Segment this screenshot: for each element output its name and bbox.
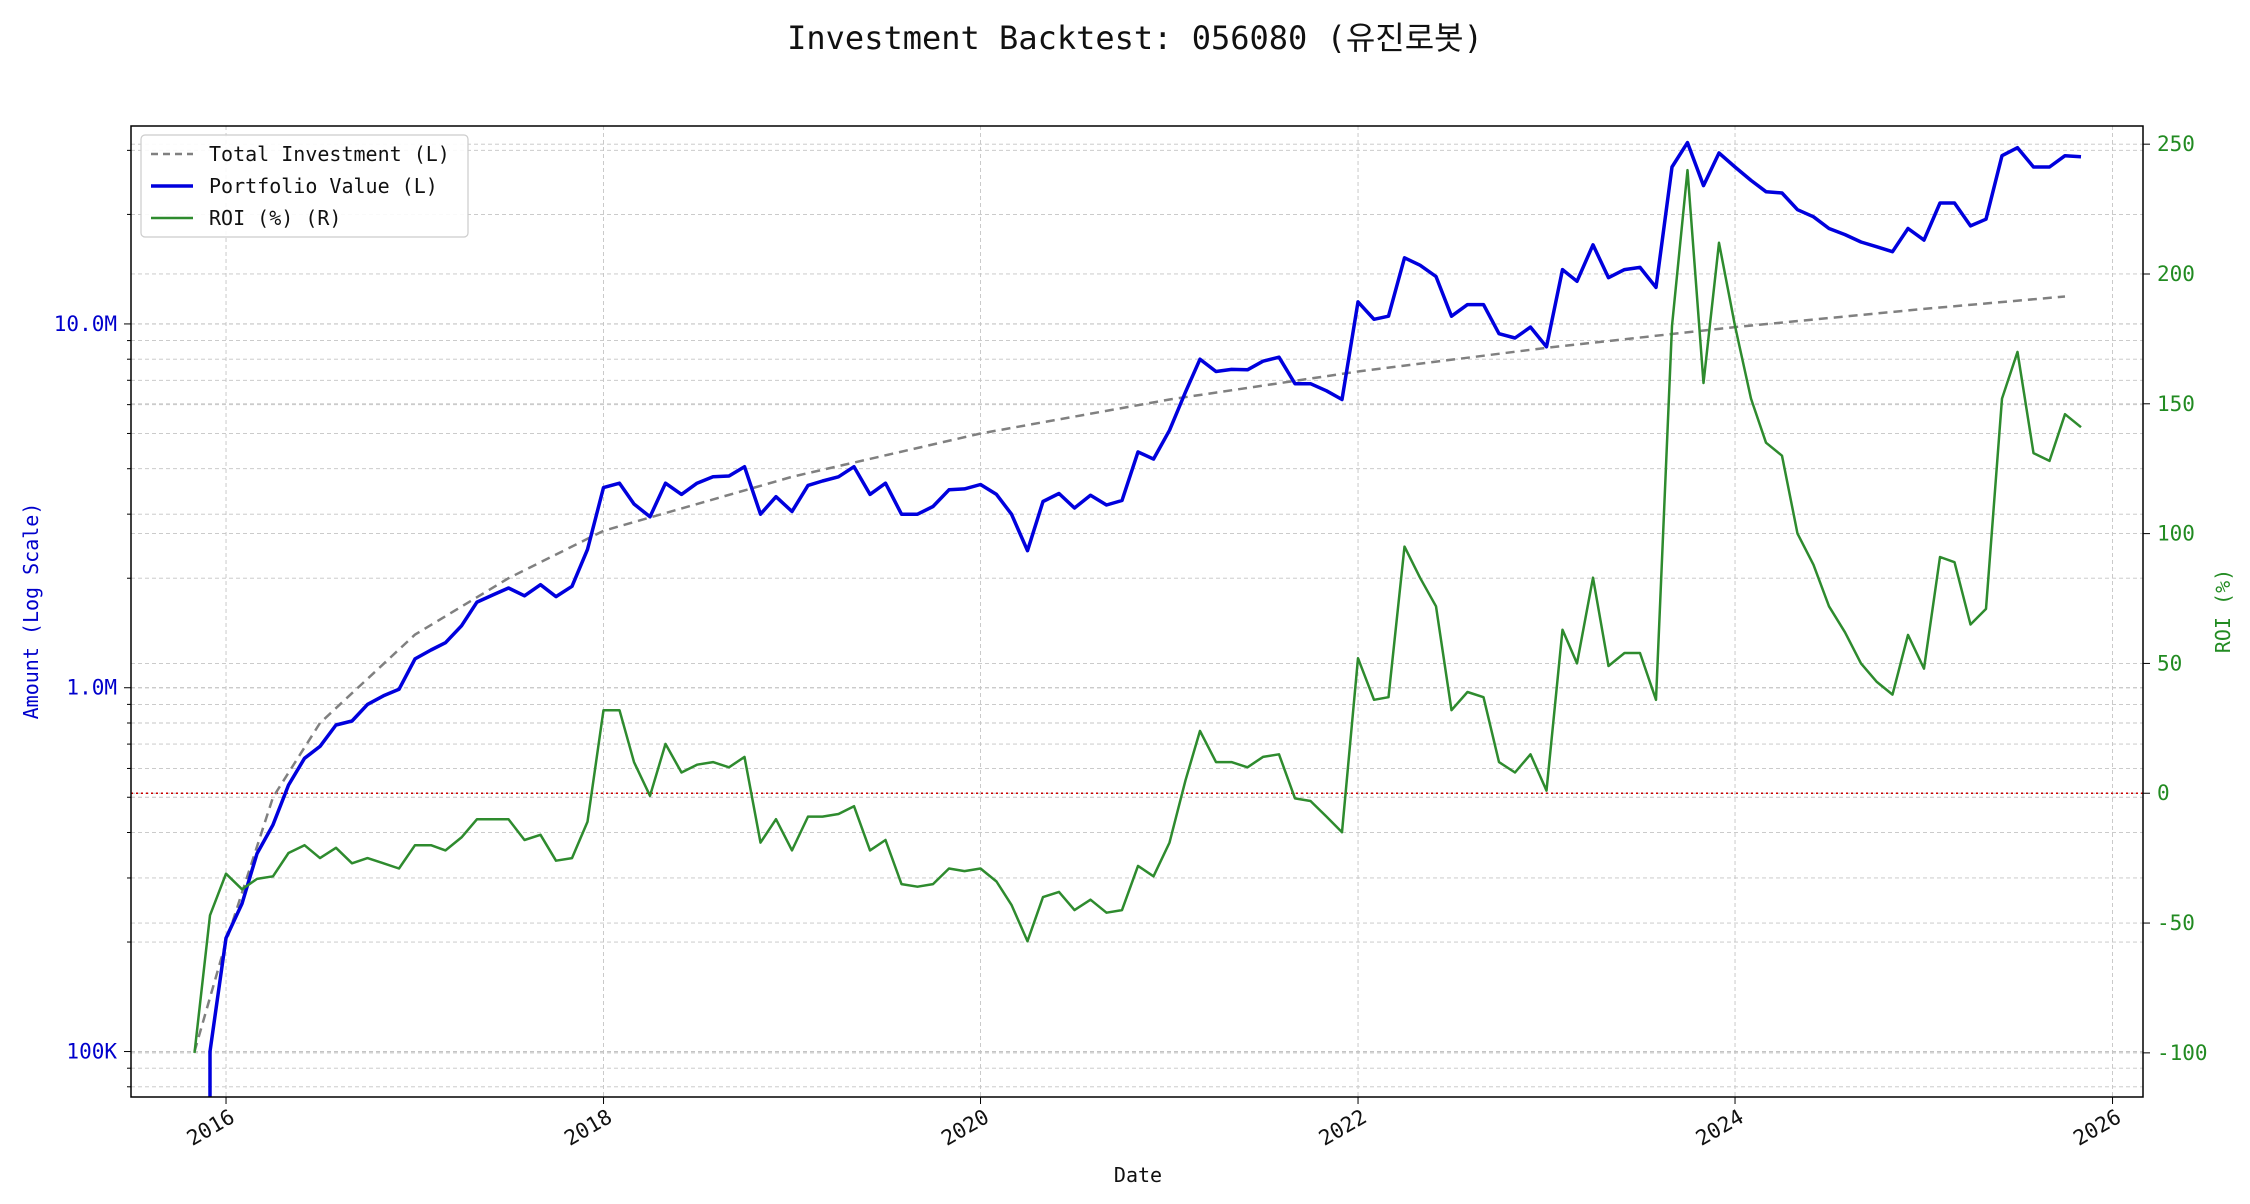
y-right-tick-label: 200 [2157,262,2195,286]
y-right-tick-label: 50 [2157,651,2182,675]
x-tick-label: 2018 [560,1105,616,1151]
roi-line [193,168,2082,1054]
y-right-tick-label: 0 [2157,781,2170,805]
legend: Total Investment (L) Portfolio Value (L)… [140,134,469,238]
x-tick-label: 2024 [1692,1105,1748,1151]
legend-label-roi: ROI (%) (R) [209,206,341,230]
y-axis-left-label: Amount (Log Scale) [19,503,43,720]
y-left-tick-label: 10.0M [54,312,117,336]
chart-title: Investment Backtest: 056080 (유진로봇) [787,19,1483,57]
series-layer [193,140,2082,1097]
legend-label-portfolio: Portfolio Value (L) [209,174,438,198]
x-tick-label: 2016 [183,1105,239,1151]
x-axis-label: Date [1114,1163,1162,1187]
y-axis-right: -100 -50 0 50 100 150 200 250 [2143,132,2208,1065]
y-right-tick-label: -100 [2157,1041,2208,1065]
x-tick-label: 2020 [937,1105,993,1151]
y-left-tick-label: 100K [66,1040,117,1064]
y-axis-left: 100K 1.0M 10.0M [54,149,131,1088]
investment-line [193,295,2066,1052]
portfolio-line [208,140,2082,1097]
x-axis: 2016 2018 2020 2022 2024 2026 [183,1097,2125,1151]
y-axis-right-label: ROI (%) [2211,569,2235,653]
grid-layer [131,126,2143,1097]
y-left-tick-label: 1.0M [66,676,117,700]
y-right-tick-label: -50 [2157,911,2195,935]
x-tick-label: 2022 [1315,1105,1371,1151]
x-tick-label: 2026 [2069,1105,2125,1151]
plot-frame [130,125,2144,1098]
y-right-tick-label: 100 [2157,522,2195,546]
y-right-tick-label: 250 [2157,132,2195,156]
legend-box [140,134,469,238]
y-right-tick-label: 150 [2157,392,2195,416]
legend-label-investment: Total Investment (L) [209,142,450,166]
